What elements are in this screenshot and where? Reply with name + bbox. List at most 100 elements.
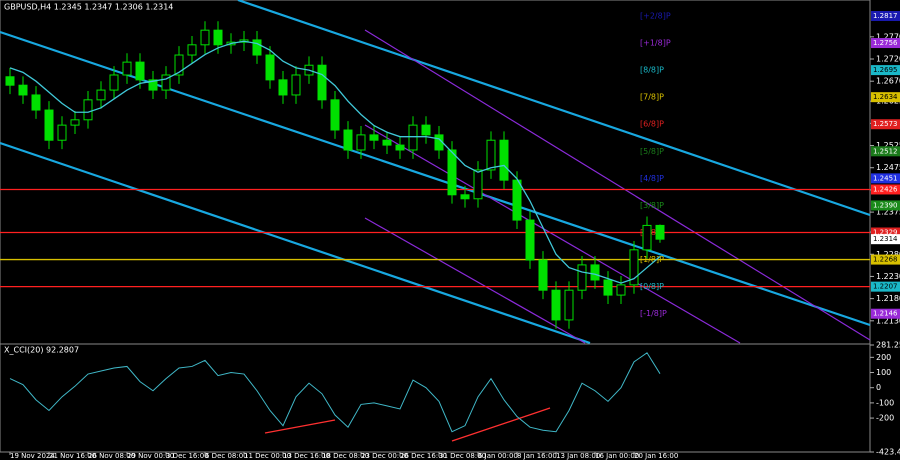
price-box-label: 1.2314: [873, 235, 898, 243]
x-tick-label: 13 Dec 16:00: [283, 452, 330, 460]
candle-body: [590, 264, 600, 281]
candle-body: [408, 124, 418, 151]
price-box-label: 1.2634: [873, 93, 898, 101]
y-tick-label: 100: [876, 368, 891, 377]
candle-body: [44, 109, 54, 141]
y-tick-label: 1.2230: [876, 272, 900, 281]
y-tick-label: 1.2720: [876, 55, 900, 64]
divergence-line: [264, 419, 336, 434]
price-box: [871, 10, 900, 21]
y-tick-label: 200: [876, 353, 891, 362]
x-tick-label: 19 Nov 2024: [10, 452, 55, 460]
candle-body: [252, 39, 262, 56]
price-box: [871, 234, 900, 245]
price-box: [871, 38, 900, 49]
murray-label: [8/8]P: [640, 66, 664, 75]
x-tick-label: 18 Dec 08:00: [322, 452, 369, 460]
x-tick-label: 26 Dec 16:00: [400, 452, 447, 460]
candle-body: [96, 89, 106, 101]
candle-body: [18, 84, 28, 96]
price-box: [871, 308, 900, 319]
y-tick-label: -423.4594: [876, 448, 900, 457]
murray-label: [+1/8]P: [640, 39, 671, 48]
candle-body: [382, 139, 392, 146]
murray-label: [1/8]P: [640, 255, 664, 264]
candle-body: [135, 61, 145, 81]
y-tick-label: 281.2500: [876, 341, 900, 350]
murray-label: [0/8]P: [640, 282, 664, 291]
candle-body: [499, 139, 509, 181]
candle-body: [447, 149, 457, 196]
regression-line: [364, 217, 586, 344]
x-tick-label: 11 Dec 00:00: [244, 452, 291, 460]
y-tick-label: 1.2130: [876, 316, 900, 325]
plot-frame: [0, 0, 871, 453]
y-tick-label: 1.2770: [876, 32, 900, 41]
candle-body: [213, 29, 223, 46]
candle-body: [486, 139, 496, 171]
regression-line: [364, 124, 741, 344]
candle-body: [70, 119, 80, 126]
x-tick-label: 20 Jan 16:00: [634, 452, 678, 460]
candle-body: [564, 289, 574, 321]
regression-line: [364, 29, 871, 341]
price-box-label: 1.2512: [873, 147, 898, 155]
price-box-label: 1.2426: [873, 185, 898, 193]
murray-label: [3/8]P: [640, 201, 664, 210]
candle-body: [5, 76, 15, 86]
price-box: [871, 173, 900, 184]
price-box: [871, 254, 900, 265]
y-tick-label: 1.2180: [876, 294, 900, 303]
x-tick-label: 21 Nov 16:00: [49, 452, 96, 460]
candle-body: [551, 289, 561, 321]
murray-label: [+2/8]P: [640, 11, 671, 20]
y-tick-label: 1.2670: [876, 77, 900, 86]
candle-body: [330, 99, 340, 131]
candle-body: [343, 129, 353, 151]
candle-body: [525, 219, 535, 261]
candle-body: [148, 79, 158, 91]
candle-body: [460, 194, 470, 200]
candle-body: [642, 224, 652, 251]
indicator-line: [9, 352, 661, 433]
candle-body: [616, 284, 626, 296]
candle-body: [31, 94, 41, 111]
x-tick-label: 26 Nov 08:00: [88, 452, 135, 460]
price-box-label: 1.2695: [873, 66, 898, 74]
price-box-label: 1.2451: [873, 174, 898, 182]
price-box-label: 1.2756: [873, 39, 898, 47]
y-tick-label: 1.2375: [876, 208, 900, 217]
candle-body: [538, 259, 548, 291]
price-box-label: 1.2573: [873, 120, 898, 128]
x-tick-label: 6 Jan 00:00: [478, 452, 518, 460]
y-tick-label: -100: [876, 398, 894, 407]
x-tick-label: 29 Nov 00:00: [127, 452, 174, 460]
candle-body: [395, 144, 405, 151]
x-tick-label: 23 Dec 00:00: [361, 452, 408, 460]
x-tick-label: 8 Jan 16:00: [517, 452, 557, 460]
indicator-title: X_CCI(20) 92.2807: [4, 346, 79, 355]
candle-body: [200, 29, 210, 46]
price-box: [871, 146, 900, 157]
candle-body: [421, 124, 431, 136]
channel-line: [237, 0, 871, 217]
y-tick-label: 1.2525: [876, 141, 900, 150]
price-box-label: 1.2817: [873, 12, 898, 20]
murray-label: [6/8]P: [640, 120, 664, 129]
divergence-line: [451, 407, 551, 442]
candle-body: [577, 264, 587, 291]
candle-body: [265, 54, 275, 81]
candle-body: [473, 169, 483, 200]
price-box: [871, 227, 900, 238]
murray-label: [7/8]P: [640, 93, 664, 102]
candle-body: [356, 134, 366, 151]
candle-body: [174, 54, 184, 76]
candle-body: [369, 134, 379, 141]
candle-body: [187, 44, 197, 56]
price-box-label: 1.2146: [873, 310, 898, 318]
candle-body: [512, 179, 522, 221]
channel-line: [0, 141, 591, 345]
candle-body: [109, 74, 119, 91]
murray-label: [5/8]P: [640, 147, 664, 156]
